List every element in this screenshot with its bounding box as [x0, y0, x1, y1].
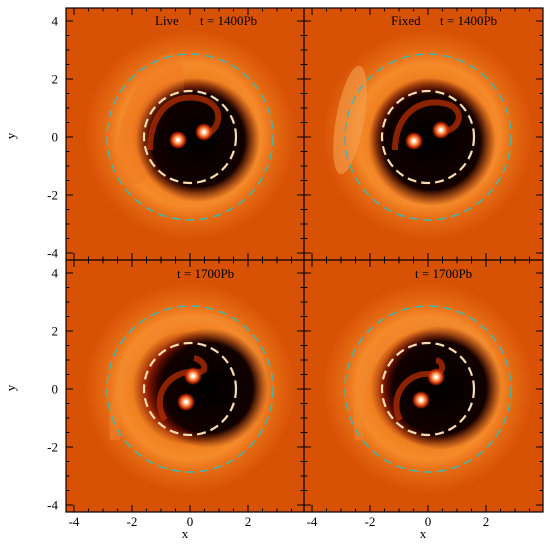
x-tick-label: -2 [127, 514, 138, 529]
panel-label-time: t = 1400Pb [440, 13, 497, 28]
panel-bottom-right [304, 260, 543, 512]
x-axis-title: x [182, 526, 189, 541]
x-tick-label: -4 [307, 514, 318, 529]
x-tick-label: 2 [483, 514, 490, 529]
star-primary [176, 138, 180, 142]
outer-dashed-circle [106, 53, 274, 221]
y-tick-label: -2 [47, 440, 58, 455]
star-secondary [439, 128, 443, 132]
inner-dashed-circle [380, 341, 476, 437]
star-primary [434, 375, 438, 379]
x-tick-label: -4 [69, 514, 80, 529]
star-secondary [419, 398, 423, 402]
panel-top-right [304, 8, 543, 260]
star-secondary [184, 400, 188, 404]
inner-stream [392, 99, 462, 151]
spiral-arm [109, 313, 267, 441]
panel-label-time: t = 1700Pb [415, 266, 472, 281]
panel-label-live: Live [155, 13, 179, 28]
inner-stream [147, 94, 222, 151]
inner-dashed-circle [380, 89, 476, 185]
panel-label-time: t = 1700Pb [177, 266, 234, 281]
star-primary [191, 374, 195, 378]
cavity [148, 328, 268, 448]
panel-label-time: t = 1400Pb [200, 13, 257, 28]
y-tick-label: 0 [52, 382, 59, 397]
y-axis-title: y [3, 384, 18, 391]
x-axis-title: x [420, 526, 427, 541]
star-secondary [202, 130, 206, 134]
y-tick-label: 4 [52, 14, 59, 29]
outer-dashed-circle [106, 305, 274, 473]
y-tick-label: 2 [52, 72, 59, 87]
star-primary [412, 139, 416, 143]
y-tick-label: 0 [52, 130, 59, 145]
cavity [378, 326, 502, 450]
inner-dashed-circle [142, 89, 238, 185]
y-axis-title: y [3, 132, 18, 139]
panel-top-left [66, 8, 304, 260]
inner-dashed-circle [142, 341, 238, 437]
y-tick-label: -4 [47, 246, 58, 261]
spiral-arm [333, 65, 367, 175]
axis-ticks [66, 8, 543, 512]
y-tick-label: -4 [47, 498, 58, 513]
x-tick-label: 2 [245, 514, 252, 529]
x-tick-label: 0 [425, 514, 432, 529]
x-tick-label: 0 [187, 514, 194, 529]
y-tick-label: -2 [47, 188, 58, 203]
cavity [368, 78, 496, 206]
panel-label-fixed: Fixed [391, 13, 421, 28]
outer-dashed-circle [344, 305, 512, 473]
panel-bottom-left [66, 260, 304, 512]
outer-dashed-circle [344, 53, 512, 221]
y-tick-label: 2 [52, 324, 59, 339]
y-tick-label: 4 [52, 266, 59, 281]
tick-labels: -4 -2 0 2 -4 -2 0 2 4 2 0 -2 -4 4 2 0 -2 -4 [47, 14, 489, 530]
x-tick-label: -2 [365, 514, 376, 529]
